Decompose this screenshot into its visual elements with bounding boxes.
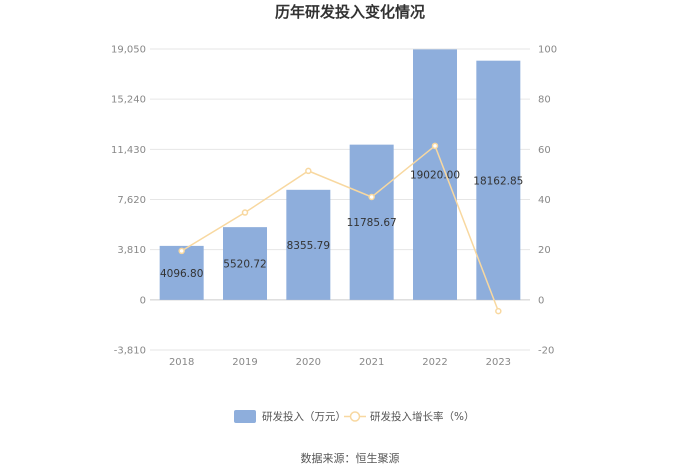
- legend-item-line[interactable]: 研发投入增长率（%）: [344, 410, 474, 423]
- legend-line-label: 研发投入增长率（%）: [370, 410, 474, 423]
- bar[interactable]: [286, 189, 331, 300]
- bar[interactable]: [413, 49, 457, 300]
- right-tick-label: -20: [538, 346, 554, 357]
- bar[interactable]: [476, 60, 521, 300]
- legend: 研发投入（万元） 研发投入增长率（%）: [234, 410, 474, 423]
- chart-title: 历年研发投入变化情况: [275, 3, 425, 21]
- left-axis-ticks: 19,050 15,240 11,430 7,620 3,810 0 -3,810: [111, 45, 146, 357]
- legend-line-marker: [349, 411, 361, 422]
- bar[interactable]: [159, 245, 204, 300]
- x-tick-label: 2020: [296, 357, 321, 368]
- legend-item-bar[interactable]: 研发投入（万元）: [234, 410, 346, 423]
- right-tick-label: 100: [538, 45, 557, 56]
- left-tick-label: 19,050: [111, 45, 146, 56]
- bar-series: [159, 49, 521, 300]
- growth-point[interactable]: [431, 142, 439, 150]
- bar-value-label: 8355.79: [287, 240, 330, 252]
- right-tick-label: 80: [538, 95, 551, 106]
- growth-point[interactable]: [305, 167, 312, 175]
- bar-value-label: 11785.67: [347, 217, 397, 229]
- source-text: 数据来源：恒生聚源: [301, 451, 400, 465]
- growth-point[interactable]: [495, 307, 502, 315]
- right-tick-label: 0: [538, 295, 544, 306]
- x-tick-label: 2019: [232, 357, 257, 368]
- bar-value-label: 4096.80: [160, 268, 203, 280]
- growth-point[interactable]: [368, 193, 375, 201]
- grid: [150, 48, 530, 351]
- bar-data-labels: 4096.80 5520.72 8355.79 11785.67 19020.00 181…: [160, 170, 523, 280]
- left-tick-label: 15,240: [111, 95, 146, 106]
- right-tick-label: 60: [538, 145, 551, 156]
- bar-value-label: 19020.00: [410, 170, 460, 182]
- left-tick-label: 7,620: [117, 195, 146, 206]
- line-series: [178, 142, 502, 315]
- left-tick-label: -3,810: [114, 346, 146, 357]
- x-axis-ticks: 2018 2019 2020 2021 2022 2023: [169, 357, 511, 368]
- bar[interactable]: [223, 227, 267, 300]
- right-tick-label: 40: [538, 195, 551, 206]
- left-tick-label: 0: [140, 295, 146, 306]
- legend-bar-swatch: [234, 410, 256, 423]
- left-tick-label: 11,430: [111, 145, 146, 156]
- bar-value-label: 18162.85: [473, 175, 523, 187]
- growth-line: [181, 144, 500, 312]
- x-tick-label: 2022: [422, 357, 447, 368]
- x-tick-label: 2021: [359, 357, 384, 368]
- x-tick-label: 2023: [486, 357, 511, 368]
- right-tick-label: 20: [538, 245, 551, 256]
- left-tick-label: 3,810: [117, 245, 146, 256]
- legend-bar-label: 研发投入（万元）: [262, 410, 346, 423]
- right-axis-ticks: 100 80 60 40 20 0 -20: [538, 45, 557, 357]
- bar[interactable]: [349, 144, 394, 300]
- x-tick-label: 2018: [169, 357, 194, 368]
- growth-point[interactable]: [241, 209, 249, 216]
- growth-point[interactable]: [178, 247, 185, 255]
- bar-value-label: 5520.72: [223, 258, 266, 270]
